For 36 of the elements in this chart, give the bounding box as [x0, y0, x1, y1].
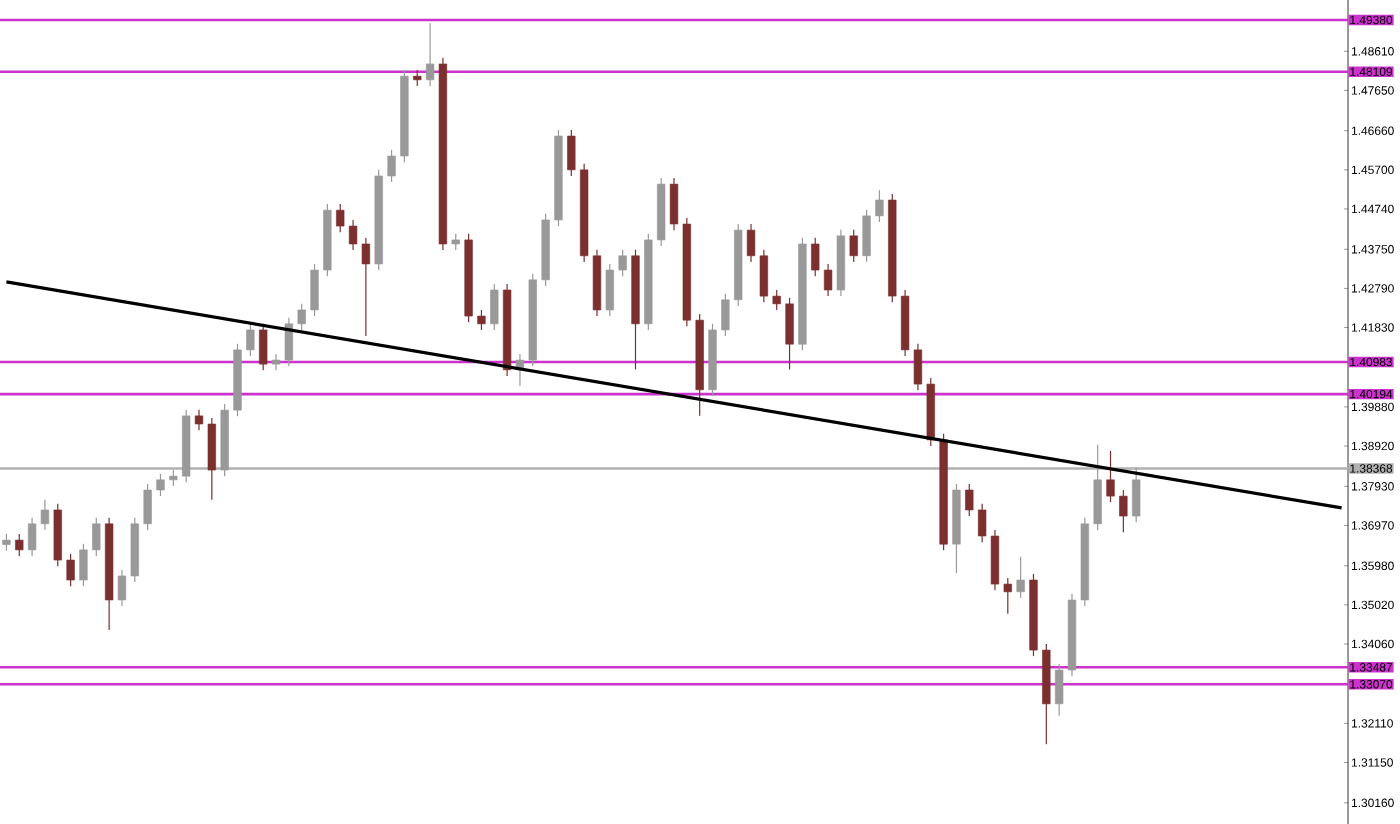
candlestick	[965, 483, 974, 517]
candlestick	[772, 289, 781, 311]
candlestick	[117, 569, 127, 607]
candlestick	[387, 149, 396, 183]
candlestick	[1132, 466, 1141, 523]
candlestick	[823, 263, 833, 297]
candlestick	[246, 323, 255, 357]
candlestick	[849, 229, 858, 263]
candlestick	[721, 293, 730, 337]
candlestick	[15, 533, 24, 557]
candlestick	[1003, 577, 1012, 615]
candlestick	[310, 263, 319, 317]
candlestick	[490, 283, 499, 331]
candlestick	[79, 543, 88, 587]
candlestick	[567, 129, 576, 177]
candlestick	[1093, 444, 1102, 531]
candlestick	[66, 553, 75, 587]
candlestick	[1016, 556, 1025, 599]
candlestick	[336, 203, 345, 233]
candlestick	[297, 303, 306, 331]
candlestick	[259, 323, 268, 371]
candlestick	[1106, 450, 1115, 503]
candlestick	[785, 297, 794, 371]
candlestick	[811, 237, 820, 277]
candlestick	[207, 417, 216, 501]
candlestick	[1119, 489, 1128, 533]
candlestick	[143, 483, 152, 531]
candlestick	[194, 409, 204, 431]
candlestick	[875, 189, 884, 223]
candlestick	[618, 249, 627, 277]
candlestick	[92, 517, 101, 557]
candlestick	[605, 263, 614, 317]
candlestick	[425, 22, 435, 87]
candlestick	[862, 209, 871, 263]
candlestick	[156, 473, 165, 497]
candlestick	[477, 309, 486, 331]
